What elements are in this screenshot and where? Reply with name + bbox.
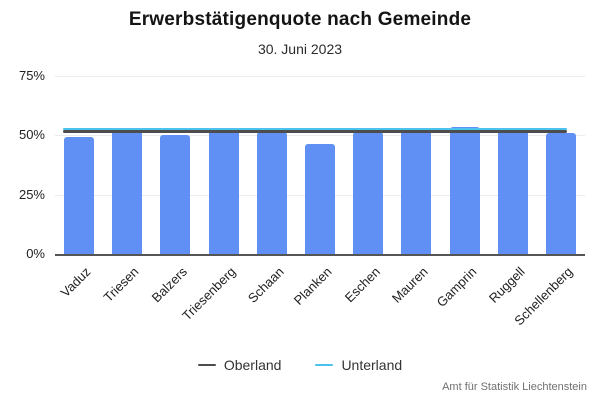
legend-label: Oberland bbox=[223, 357, 282, 373]
x-axis-label: Triesen bbox=[100, 264, 142, 305]
bar-triesenberg bbox=[208, 129, 239, 254]
y-axis-tick-label: 75% bbox=[18, 68, 45, 83]
bar-triesen bbox=[112, 130, 143, 254]
x-axis-label: Gamprin bbox=[433, 264, 480, 310]
y-axis-tick-label: 50% bbox=[18, 127, 45, 143]
bar-gamprin bbox=[449, 126, 480, 254]
gridline-75% bbox=[55, 76, 585, 77]
bar-ruggell bbox=[497, 130, 528, 254]
chart-title: Erwerbstätigenquote nach Gemeinde bbox=[128, 9, 472, 30]
bar-schaan bbox=[256, 132, 287, 254]
legend-item-oberland: Oberland bbox=[197, 357, 282, 373]
source-attribution: Amt für Statistik Liechtenstein bbox=[442, 381, 587, 393]
x-axis-label: Balzers bbox=[148, 264, 191, 306]
gridline-50% bbox=[55, 135, 585, 137]
bar-eschen bbox=[353, 131, 384, 254]
x-axis-label: Schaan bbox=[244, 264, 287, 306]
x-axis-label: Vaduz bbox=[57, 264, 94, 300]
y-axis-tick-label: 0% bbox=[26, 246, 45, 261]
plot-area bbox=[55, 76, 585, 256]
bar-schellenberg bbox=[545, 132, 576, 254]
x-axis-label: Eschen bbox=[341, 264, 383, 306]
bar-balzers bbox=[160, 135, 191, 254]
legend: Oberland Unterland bbox=[0, 357, 600, 373]
x-axis-label: Mauren bbox=[389, 264, 431, 306]
legend-item-unterland: Unterland bbox=[315, 357, 402, 373]
unterland-line-swatch bbox=[315, 363, 334, 367]
oberland-line bbox=[63, 130, 567, 133]
chart-subtitle: 30. Juni 2023 bbox=[257, 41, 343, 57]
bar-vaduz bbox=[64, 137, 95, 254]
legend-label: Unterland bbox=[341, 357, 403, 373]
x-axis-label: Ruggell bbox=[485, 264, 528, 306]
oberland-line-swatch bbox=[197, 363, 216, 367]
y-axis-tick-label: 25% bbox=[18, 186, 45, 202]
x-axis-label: Planken bbox=[290, 264, 335, 308]
unterland-line bbox=[63, 127, 567, 131]
bar-planken bbox=[305, 143, 335, 254]
bar-mauren bbox=[401, 131, 432, 254]
